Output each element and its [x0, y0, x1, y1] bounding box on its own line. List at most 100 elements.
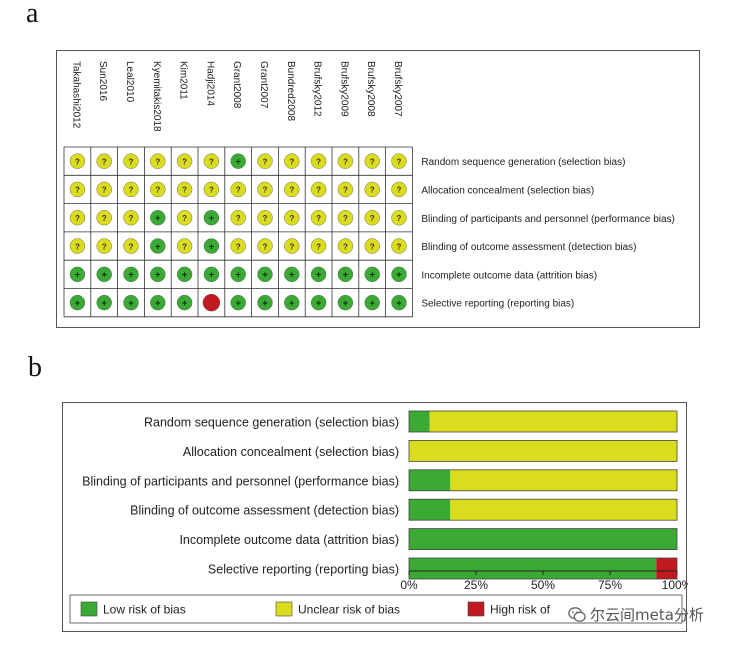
- judgement-low: +: [364, 266, 380, 283]
- study-label: Grant2008: [231, 61, 242, 109]
- judgement-unclear: ?: [69, 238, 86, 254]
- svg-text:+: +: [209, 213, 214, 223]
- svg-text:?: ?: [316, 157, 321, 166]
- svg-text:?: ?: [236, 242, 241, 251]
- judgement-unclear: ?: [176, 181, 193, 198]
- judgement-unclear: ?: [391, 238, 407, 254]
- judgement-low: +: [284, 266, 300, 283]
- judgement-unclear: ?: [176, 153, 193, 169]
- judgement-low: +: [203, 266, 220, 283]
- bar-segment-low: [409, 558, 657, 579]
- judgement-low: +: [96, 294, 112, 311]
- svg-text:?: ?: [316, 214, 321, 223]
- judgement-unclear: ?: [257, 181, 273, 198]
- study-label: Takahashi2012: [70, 61, 81, 129]
- judgement-low: +: [284, 294, 300, 311]
- study-label: Leal2010: [124, 61, 135, 103]
- judgement-unclear: ?: [203, 181, 220, 198]
- bar-outline: [408, 410, 678, 433]
- judgement-low: +: [391, 266, 407, 283]
- category-label: Blinding of participants and personnel (…: [82, 474, 399, 488]
- svg-text:?: ?: [316, 186, 321, 195]
- svg-text:?: ?: [289, 157, 294, 166]
- svg-text:?: ?: [236, 186, 241, 195]
- legend-label: High risk of: [490, 603, 551, 617]
- judgement-unclear: ?: [230, 238, 246, 254]
- svg-text:?: ?: [209, 186, 214, 195]
- judgement-unclear: ?: [96, 210, 112, 226]
- x-tick-label: 75%: [598, 578, 622, 592]
- svg-text:+: +: [370, 270, 375, 280]
- judgement-unclear: ?: [69, 210, 86, 226]
- category-label: Selective reporting (reporting bias): [208, 563, 399, 577]
- study-label: Brufsky2008: [365, 61, 376, 117]
- svg-text:+: +: [262, 270, 267, 280]
- judgement-unclear: ?: [176, 210, 193, 226]
- svg-text:?: ?: [289, 214, 294, 223]
- study-label: Kim2011: [178, 61, 189, 100]
- judgement-unclear: ?: [123, 238, 139, 254]
- bar-outline: [408, 528, 678, 550]
- wechat-icon: [568, 606, 586, 622]
- svg-text:?: ?: [209, 157, 214, 166]
- bar-outline: [408, 440, 678, 462]
- panel-b-label: b: [28, 352, 42, 383]
- judgement-low: +: [364, 294, 380, 311]
- judgement-low: +: [150, 210, 166, 226]
- svg-text:?: ?: [236, 214, 241, 223]
- svg-text:?: ?: [129, 242, 134, 251]
- judgement-unclear: ?: [69, 181, 86, 198]
- svg-text:+: +: [236, 156, 241, 166]
- domain-label: Random sequence generation (selection bi…: [421, 157, 625, 168]
- judgement-unclear: ?: [310, 153, 327, 169]
- svg-text:?: ?: [397, 242, 402, 251]
- x-tick-label: 25%: [464, 578, 488, 592]
- judgement-low: +: [69, 266, 86, 283]
- domain-label: Blinding of participants and personnel (…: [421, 214, 674, 225]
- svg-text:+: +: [396, 270, 401, 280]
- study-label: Kyemitakis2018: [151, 61, 162, 132]
- svg-text:?: ?: [75, 242, 80, 251]
- judgement-unclear: ?: [284, 181, 300, 198]
- svg-text:?: ?: [263, 186, 268, 195]
- judgement-unclear: ?: [284, 210, 300, 226]
- judgement-low: +: [391, 294, 407, 311]
- svg-text:?: ?: [316, 242, 321, 251]
- svg-text:?: ?: [343, 157, 348, 166]
- judgement-low: +: [257, 266, 273, 283]
- judgement-low: +: [310, 266, 327, 283]
- svg-text:?: ?: [289, 242, 294, 251]
- judgement-low: +: [230, 266, 246, 283]
- study-label: Brufsky2012: [312, 61, 323, 117]
- judgement-unclear: ?: [364, 210, 380, 226]
- legend-label: Low risk of bias: [103, 603, 186, 617]
- svg-text:?: ?: [102, 157, 107, 166]
- judgement-low: +: [337, 266, 354, 283]
- study-label: Brufsky2009: [338, 61, 349, 117]
- judgement-unclear: ?: [284, 153, 300, 169]
- bar-outline: [408, 498, 678, 521]
- svg-text:+: +: [289, 270, 294, 280]
- svg-text:?: ?: [263, 157, 268, 166]
- x-tick-label: 50%: [531, 578, 555, 592]
- judgement-unclear: ?: [230, 210, 246, 226]
- judgement-unclear: ?: [310, 181, 327, 198]
- judgement-unclear: ?: [364, 238, 380, 254]
- svg-text:?: ?: [102, 186, 107, 195]
- svg-text:?: ?: [102, 214, 107, 223]
- svg-text:?: ?: [75, 214, 80, 223]
- svg-text:?: ?: [263, 242, 268, 251]
- svg-text:+: +: [102, 270, 107, 280]
- domain-label: Selective reporting (reporting bias): [421, 299, 574, 310]
- judgement-unclear: ?: [391, 210, 407, 226]
- judgement-low: +: [230, 294, 246, 311]
- svg-text:?: ?: [182, 214, 187, 223]
- panel-a-label: a: [26, 0, 39, 29]
- judgement-low: +: [257, 294, 273, 311]
- risk-of-bias-summary-chart: Takahashi2012 Sun2016 Leal2010 Kyemitakis20…: [63, 61, 675, 318]
- domain-label: Allocation concealment (selection bias): [421, 185, 594, 196]
- svg-text:+: +: [262, 298, 267, 308]
- svg-text:?: ?: [397, 157, 402, 166]
- svg-text:+: +: [155, 270, 160, 280]
- judgement-low: +: [150, 266, 166, 283]
